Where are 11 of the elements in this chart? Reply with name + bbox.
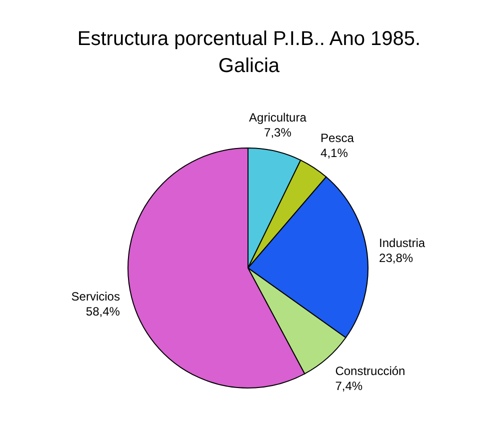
data-label: 7,3%: [264, 125, 292, 140]
data-label: 58,4%: [86, 304, 120, 318]
data-label: 4,1%: [320, 146, 348, 160]
data-label: 23,8%: [379, 250, 414, 265]
slice-label: Pesca: [320, 130, 354, 145]
chart-title: Estructura porcentual P.I.B.. Ano 1985. Galicia: [77, 28, 421, 77]
data-label: 7,4%: [335, 379, 363, 394]
slice-label: Construcción: [335, 364, 406, 378]
slice-label: Agricultura: [249, 110, 307, 124]
slice-label: Servicios: [71, 289, 120, 304]
slice-label: Industria: [379, 236, 426, 250]
